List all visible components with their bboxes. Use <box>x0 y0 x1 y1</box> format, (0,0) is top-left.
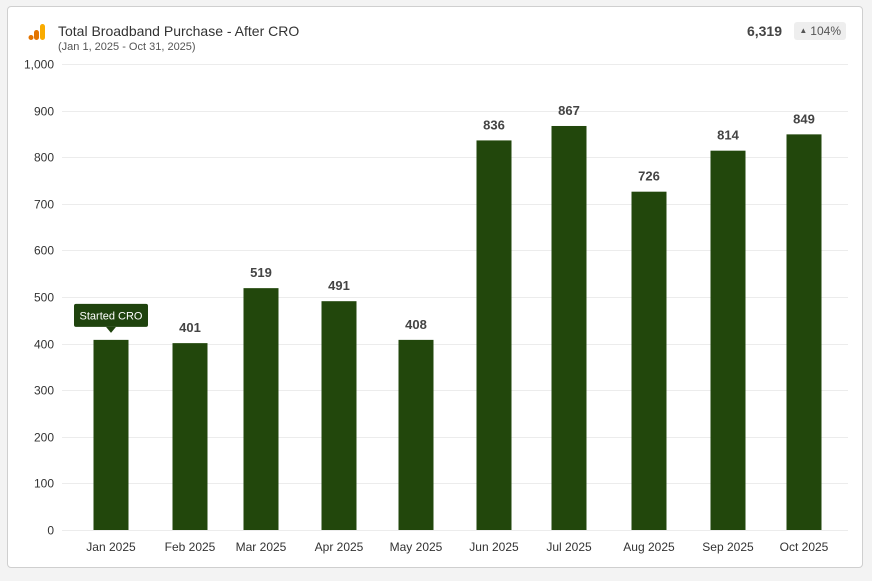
x-tick-label: Apr 2025 <box>315 540 364 554</box>
y-tick-label: 300 <box>34 384 54 398</box>
bar <box>93 339 129 530</box>
analytics-logo-icon <box>28 24 45 40</box>
annotation-callout: Started CRO <box>74 303 148 333</box>
bar <box>476 140 512 530</box>
bar <box>786 134 822 530</box>
value-label: 814 <box>717 128 739 143</box>
x-axis-ticks: Jan 2025 Feb 2025 Mar 2025 Apr 2025 May 2025… <box>86 540 828 554</box>
x-tick-label: Oct 2025 <box>780 540 829 554</box>
value-label: 867 <box>558 103 580 118</box>
annotation-box <box>74 303 148 327</box>
annotations: Started CRO <box>74 303 148 333</box>
x-tick-label: May 2025 <box>390 540 443 554</box>
value-label: 836 <box>483 117 505 132</box>
bar <box>243 288 279 530</box>
y-tick-label: 500 <box>34 291 54 305</box>
value-label: 726 <box>638 169 660 184</box>
x-tick-label: Aug 2025 <box>623 540 675 554</box>
y-tick-label: 100 <box>34 477 54 491</box>
x-tick-label: Jan 2025 <box>86 540 136 554</box>
triangle-up-icon: ▲ <box>799 26 808 35</box>
date-range: (Jan 1, 2025 - Oct 31, 2025) <box>58 41 196 53</box>
x-tick-label: Feb 2025 <box>165 540 216 554</box>
y-axis-ticks: 0 100 200 300 400 500 600 700 800 900 1,000 <box>24 58 54 538</box>
bar <box>631 191 667 530</box>
value-label: 849 <box>793 111 815 126</box>
annotation-text: Started CRO <box>80 310 143 322</box>
value-label: 491 <box>328 278 350 293</box>
annotation-pointer <box>106 326 116 333</box>
y-tick-label: 700 <box>34 198 54 212</box>
y-tick-label: 400 <box>34 338 54 352</box>
change-value: 104% <box>810 24 841 38</box>
x-tick-label: Jul 2025 <box>546 540 592 554</box>
chart-title: Total Broadband Purchase - After CRO <box>58 23 300 39</box>
y-tick-label: 1,000 <box>24 58 54 72</box>
y-tick-label: 900 <box>34 105 54 119</box>
value-label: 408 <box>405 317 427 332</box>
bar <box>551 125 587 530</box>
bar <box>172 343 208 530</box>
value-label: 519 <box>250 265 272 280</box>
y-tick-label: 0 <box>47 524 54 538</box>
change-badge: ▲ 104% <box>794 22 846 40</box>
bars <box>93 125 822 530</box>
value-label: 401 <box>179 320 201 335</box>
bar <box>710 150 746 530</box>
x-tick-label: Jun 2025 <box>469 540 519 554</box>
value-labels: 401 519 491 408 836 867 726 814 849 <box>179 103 815 335</box>
x-tick-label: Sep 2025 <box>702 540 754 554</box>
bar <box>398 339 434 530</box>
y-tick-label: 600 <box>34 244 54 258</box>
y-tick-label: 800 <box>34 151 54 165</box>
y-tick-label: 200 <box>34 431 54 445</box>
total-value: 6,319 <box>746 23 782 39</box>
bar <box>321 301 357 530</box>
x-tick-label: Mar 2025 <box>236 540 287 554</box>
